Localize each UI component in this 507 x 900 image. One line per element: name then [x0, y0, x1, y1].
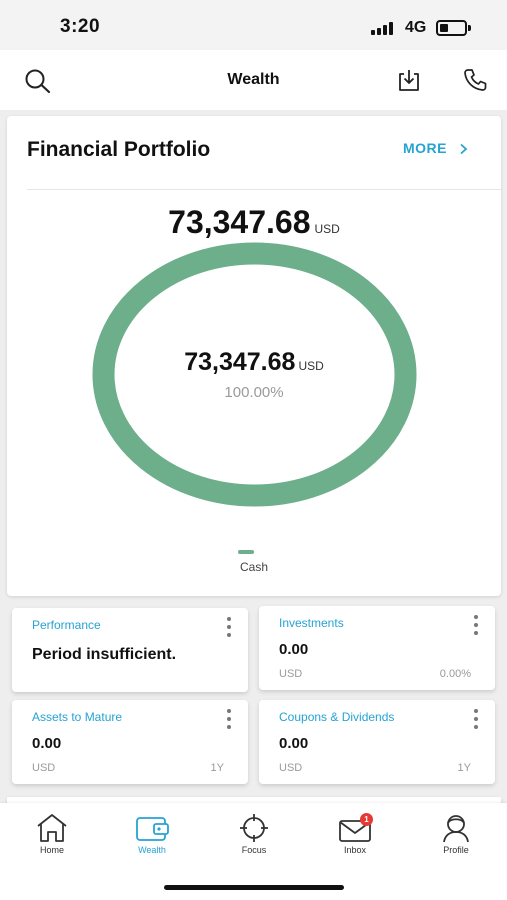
donut-center-value: 73,347.68 USD: [7, 348, 501, 377]
more-link[interactable]: MORE: [403, 140, 447, 156]
center-currency: USD: [298, 359, 324, 373]
status-time: 3:20: [60, 16, 101, 37]
tab-label: Home: [39, 845, 64, 855]
inbox-badge: 1: [360, 813, 373, 826]
tile-period: 1Y: [457, 762, 471, 774]
portfolio-donut-chart: [92, 242, 417, 507]
tile-label: Coupons & Dividends: [279, 710, 395, 724]
card-title: Financial Portfolio: [27, 138, 211, 161]
tab-profile[interactable]: Profile: [421, 813, 491, 863]
portfolio-card: Financial Portfolio MORE 73,347.68 USD 73…: [7, 116, 501, 596]
tab-inbox[interactable]: 1 Inbox: [320, 813, 390, 863]
crosshair-icon: [240, 814, 268, 842]
donut-segment-cash[interactable]: [92, 242, 417, 507]
center-percent: 100.00%: [224, 384, 284, 401]
total-amount: 73,347.68: [168, 204, 311, 240]
more-options-icon[interactable]: [226, 617, 232, 637]
tab-label: Focus: [241, 845, 267, 855]
assets-to-mature-tile[interactable]: Assets to Mature 0.00 USD 1Y: [12, 700, 248, 784]
tab-wealth[interactable]: Wealth: [117, 813, 187, 863]
tab-label: Inbox: [343, 845, 367, 855]
top-nav: Wealth: [0, 50, 507, 110]
page-title: Wealth: [227, 71, 280, 88]
tile-period: 1Y: [210, 762, 224, 774]
network-type: 4G: [405, 19, 427, 36]
tab-focus[interactable]: Focus: [219, 813, 289, 863]
phone-icon[interactable]: [462, 67, 488, 93]
center-amount: 73,347.68: [184, 348, 296, 376]
wallet-icon: [136, 817, 169, 841]
tile-label: Investments: [279, 616, 344, 630]
tab-label: Profile: [443, 845, 469, 855]
download-icon[interactable]: [396, 67, 422, 93]
tile-currency: USD: [279, 668, 303, 680]
tile-value: 0.00: [279, 641, 309, 658]
signal-icon: [371, 22, 399, 35]
tile-percent: 0.00%: [439, 668, 471, 680]
profile-icon: [443, 815, 469, 843]
home-indicator: [164, 885, 344, 890]
battery-tip: [468, 25, 471, 31]
total-currency: USD: [314, 222, 340, 236]
tile-value: 0.00: [279, 735, 309, 752]
tab-label: Wealth: [138, 845, 166, 855]
status-bar: 3:20 4G: [0, 0, 507, 50]
partial-card: [7, 797, 501, 805]
tab-home[interactable]: Home: [17, 813, 87, 863]
chevron-right-icon[interactable]: [459, 143, 468, 155]
more-options-icon[interactable]: [226, 709, 232, 729]
tile-label: Performance: [32, 618, 101, 632]
bottom-nav: Home Wealth Focus 1 Inbox: [0, 803, 507, 900]
performance-tile[interactable]: Performance Period insufficient.: [12, 608, 248, 692]
tile-value: 0.00: [32, 735, 62, 752]
battery-icon: [436, 20, 467, 36]
total-balance: 73,347.68 USD: [7, 204, 501, 241]
tile-label: Assets to Mature: [32, 710, 123, 724]
more-options-icon[interactable]: [473, 709, 479, 729]
search-icon[interactable]: [24, 68, 52, 94]
investments-tile[interactable]: Investments 0.00 USD 0.00%: [259, 606, 495, 690]
legend-swatch-cash: [238, 550, 254, 554]
tile-currency: USD: [279, 762, 303, 774]
divider: [27, 189, 501, 190]
coupons-dividends-tile[interactable]: Coupons & Dividends 0.00 USD 1Y: [259, 700, 495, 784]
more-options-icon[interactable]: [473, 615, 479, 635]
home-icon: [37, 814, 67, 842]
tile-currency: USD: [32, 762, 56, 774]
legend-label-cash[interactable]: Cash: [239, 560, 268, 574]
tile-value: Period insufficient.: [32, 646, 177, 663]
